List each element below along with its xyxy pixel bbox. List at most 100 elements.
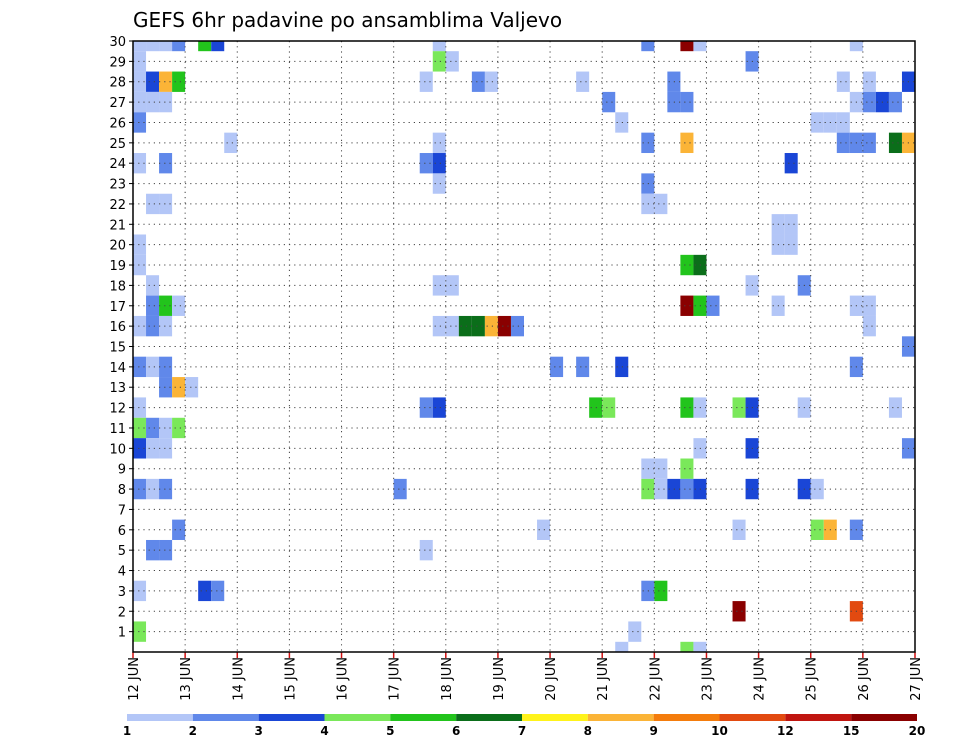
heatmap-cell	[602, 397, 616, 418]
heatmap-cell	[654, 458, 668, 479]
y-tick-label: 24	[109, 157, 126, 172]
y-tick-label: 13	[109, 381, 126, 396]
colorbar-label: 7	[518, 724, 526, 738]
colorbar-swatch	[258, 714, 325, 721]
colorbar-label: 4	[320, 724, 328, 738]
colorbar-swatch	[192, 714, 259, 721]
heatmap-cell	[432, 51, 446, 72]
heatmap-cell	[810, 478, 824, 500]
heatmap-cell	[445, 315, 459, 337]
heatmap-cell	[159, 417, 173, 439]
heatmap-cell	[784, 214, 798, 235]
colorbar-swatch	[719, 714, 786, 721]
y-tick-label: 26	[109, 116, 126, 131]
y-tick-label: 16	[109, 320, 126, 335]
y-tick-label: 23	[109, 178, 126, 193]
heatmap-cell	[172, 417, 186, 439]
heatmap-cell	[159, 71, 173, 92]
y-tick-label: 11	[109, 422, 126, 437]
heatmap-cell	[693, 641, 707, 652]
x-tick-label: 13 JUN	[179, 657, 194, 701]
heatmap-cell	[654, 478, 668, 500]
colorbar-swatch	[456, 714, 522, 721]
heatmap-cell	[576, 71, 590, 92]
heatmap-cell	[172, 41, 186, 52]
colorbar-swatch	[324, 714, 391, 721]
colorbar-label: 9	[649, 724, 657, 738]
heatmap-cell	[159, 193, 173, 215]
heatmap-cell	[133, 397, 147, 418]
heatmap-cell	[471, 71, 485, 92]
colorbar-label: 8	[584, 724, 592, 738]
y-tick-label: 30	[109, 35, 126, 50]
heatmap-cell	[133, 234, 147, 255]
y-tick-label: 1	[118, 626, 126, 641]
heatmap-cell	[146, 275, 160, 296]
heatmap-cell	[680, 41, 694, 52]
heatmap-cell	[484, 71, 498, 92]
y-tick-label: 19	[109, 259, 126, 274]
heatmap-cell	[432, 315, 446, 337]
heatmap-cell	[146, 295, 160, 316]
heatmap-cell	[576, 356, 590, 378]
heatmap-cell	[133, 478, 147, 500]
heatmap-cell	[680, 254, 694, 276]
y-tick-label: 4	[118, 565, 126, 580]
heatmap-cell	[641, 41, 655, 52]
heatmap-cell	[693, 41, 707, 52]
colorbar-label: 20	[909, 724, 926, 738]
heatmap-cell	[862, 132, 876, 154]
y-tick-label: 25	[109, 137, 126, 152]
x-tick-label: 18 JUN	[440, 657, 455, 701]
colorbar-swatch	[522, 714, 588, 721]
x-tick-label: 25 JUN	[805, 657, 820, 701]
heatmap-cell	[198, 41, 212, 52]
heatmap-cell	[888, 91, 902, 113]
colorbar-label: 3	[254, 724, 262, 738]
heatmap-cell	[172, 519, 186, 540]
heatmap-cell	[159, 295, 173, 316]
heatmap-cell	[537, 519, 551, 540]
y-tick-label: 27	[109, 96, 126, 111]
heatmap-cell	[849, 41, 863, 52]
heatmap-cell	[432, 397, 446, 418]
heatmap-cell	[146, 193, 160, 215]
heatmap-cell	[680, 91, 694, 113]
heatmap-cell	[224, 132, 238, 154]
heatmap-cell	[159, 356, 173, 378]
heatmap-cell	[146, 71, 160, 92]
heatmap-cell	[432, 132, 446, 154]
heatmap-cell	[146, 438, 160, 459]
heatmap-cell	[159, 315, 173, 337]
heatmap-cell	[654, 580, 668, 602]
heatmap-cell	[445, 51, 459, 72]
heatmap-cell	[836, 112, 850, 133]
heatmap-cell	[133, 41, 147, 52]
heatmap-cell	[133, 51, 147, 72]
x-tick-label: 15 JUN	[283, 657, 298, 701]
heatmap-cell	[133, 356, 147, 378]
heatmap-cell	[159, 539, 173, 561]
x-tick-label: 17 JUN	[388, 657, 403, 701]
heatmap-cell	[432, 153, 446, 174]
heatmap-cell	[146, 91, 160, 113]
heatmap-cell	[862, 295, 876, 316]
y-tick-label: 21	[109, 218, 126, 233]
y-axis: 1234567891011121314151617181920212223242…	[109, 35, 133, 641]
heatmap-cell	[784, 153, 798, 174]
colorbar-label: 10	[711, 724, 728, 738]
heatmap-cell	[172, 377, 186, 398]
heatmap-cell	[198, 580, 212, 602]
heatmap-cell	[732, 519, 746, 540]
colorbar-label: 12	[777, 724, 794, 738]
y-tick-label: 10	[109, 442, 126, 457]
x-tick-label: 27 JUN	[909, 657, 924, 701]
heatmap-cell	[159, 41, 173, 52]
y-tick-label: 9	[118, 463, 126, 478]
heatmap-cell	[602, 91, 616, 113]
colorbar-swatch	[127, 714, 193, 721]
x-axis: 12 JUN 13 JUN 14 JUN 15 JUN 16 JUN 17 JUN 18 J…	[127, 652, 924, 701]
y-tick-label: 14	[109, 361, 126, 376]
heatmap-cell	[133, 438, 147, 459]
